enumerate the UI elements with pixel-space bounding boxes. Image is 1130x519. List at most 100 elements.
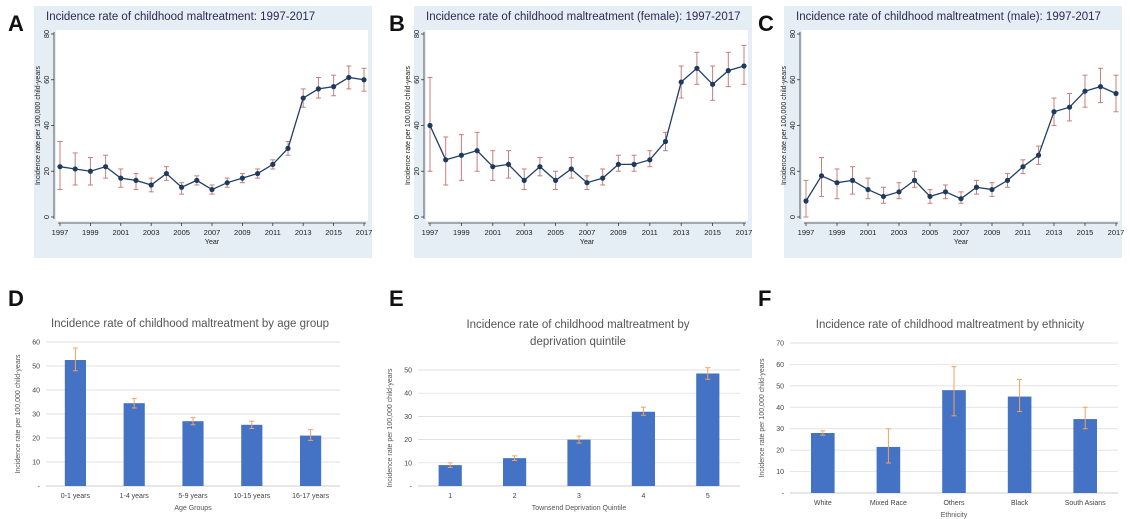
- data-point: [270, 161, 276, 167]
- x-tick-label: 1: [448, 493, 452, 500]
- x-tick-label: 2015: [1077, 228, 1094, 237]
- bar: [876, 446, 901, 493]
- y-tick-label: 0: [412, 215, 421, 219]
- line-chart-a: Incidence rate of childhood maltreatment…: [34, 6, 372, 258]
- x-tick-label: 2005: [922, 228, 939, 237]
- bar: [631, 411, 655, 486]
- y-tick-label: 30: [776, 426, 784, 433]
- x-tick-label: 2015: [325, 228, 342, 237]
- y-axis-label: Incidence rate per 100,000 child-years: [405, 65, 412, 185]
- data-point: [989, 186, 995, 193]
- data-point: [553, 177, 559, 183]
- y-tick-label: -: [38, 484, 41, 491]
- x-tick-label: 2015: [704, 228, 721, 237]
- y-tick-label: 0: [42, 215, 51, 219]
- bar: [503, 458, 527, 486]
- x-tick-label: 10-15 years: [233, 493, 270, 500]
- y-tick-label: -: [410, 484, 413, 491]
- y-tick-label: 10: [776, 469, 784, 476]
- y-tick-label: 20: [42, 167, 51, 175]
- y-tick-label: 20: [404, 437, 412, 444]
- y-tick-label: 30: [32, 412, 40, 419]
- data-point: [647, 157, 653, 163]
- chart-title-e-line-2: deprivation quintile: [530, 336, 626, 348]
- data-point: [865, 186, 871, 193]
- y-tick-label: 80: [412, 30, 421, 38]
- bar-chart-d: Incidence rate of childhood maltreatment…: [15, 318, 340, 512]
- x-tick-label: 2: [513, 493, 517, 500]
- data-point: [194, 177, 200, 183]
- x-tick-label: 2017: [356, 228, 373, 237]
- y-tick-label: 20: [412, 167, 421, 175]
- chart-title-e-line-1: Incidence rate of childhood maltreatment…: [466, 319, 689, 331]
- x-tick-label: 1-4 years: [120, 493, 150, 500]
- x-tick-label: 2011: [642, 228, 658, 237]
- panel-letter-c: C: [758, 11, 774, 36]
- x-tick-label: 2007: [953, 228, 970, 237]
- data-point: [911, 177, 918, 183]
- bar: [1073, 419, 1098, 493]
- data-point: [834, 180, 840, 186]
- x-axis-label: Year: [205, 239, 220, 246]
- data-point: [72, 166, 78, 172]
- x-tick-label: 2007: [579, 228, 596, 237]
- data-point: [179, 184, 185, 190]
- data-point: [694, 65, 700, 71]
- data-point: [568, 166, 574, 172]
- x-tick-label: 1999: [829, 228, 846, 237]
- data-point: [615, 161, 622, 167]
- bar: [1007, 396, 1032, 493]
- data-point: [818, 173, 825, 179]
- data-point: [710, 81, 716, 87]
- panel-letter-e: E: [389, 286, 404, 311]
- y-tick-label: 50: [776, 383, 784, 390]
- x-axis-label: Year: [954, 239, 969, 246]
- y-axis-label: Incidence rate per 100,000 child-years: [387, 368, 394, 488]
- y-tick-label: 40: [42, 121, 51, 129]
- data-point: [1066, 104, 1073, 110]
- x-tick-label: 2001: [112, 228, 129, 237]
- data-point: [741, 63, 747, 69]
- data-point: [148, 182, 154, 188]
- y-tick-label: 40: [412, 121, 421, 129]
- data-point: [255, 170, 261, 177]
- x-tick-label: 2001: [860, 228, 877, 237]
- x-tick-label: Black: [1011, 500, 1029, 507]
- data-point: [942, 189, 949, 195]
- x-tick-label: 2013: [1046, 228, 1063, 237]
- y-tick-label: 10: [32, 460, 40, 467]
- y-tick-label: 60: [412, 76, 421, 84]
- data-point: [725, 68, 731, 74]
- y-tick-label: 60: [32, 340, 40, 347]
- y-tick-label: 50: [32, 364, 40, 371]
- data-point: [458, 152, 464, 158]
- x-tick-label: 1999: [82, 228, 99, 237]
- y-axis-label: Incidence rate per 100,000 child-years: [15, 354, 22, 474]
- data-point: [474, 148, 480, 154]
- data-point: [103, 164, 109, 170]
- x-tick-label: 2009: [984, 228, 1001, 237]
- x-tick-label: 1999: [453, 228, 470, 237]
- data-point: [239, 175, 245, 181]
- charts-layer: Incidence rate of childhood maltreatment…: [15, 6, 1124, 519]
- data-point: [678, 79, 684, 85]
- data-point: [1097, 84, 1104, 90]
- x-axis-label: Ethnicity: [941, 512, 968, 519]
- x-tick-label: 2017: [736, 228, 753, 237]
- x-tick-label: Mixed Race: [870, 500, 907, 507]
- y-tick-label: 60: [42, 76, 51, 84]
- data-point: [427, 122, 433, 129]
- x-tick-label: 2011: [265, 228, 281, 237]
- plot-area-c: [802, 30, 1120, 221]
- x-axis-label: Year: [580, 239, 595, 246]
- y-tick-label: 70: [776, 341, 784, 348]
- y-tick-label: 60: [776, 362, 784, 369]
- x-tick-label: 3: [577, 493, 581, 500]
- data-point: [209, 186, 215, 193]
- x-tick-label: 2003: [143, 228, 160, 237]
- x-tick-label: 16-17 years: [292, 493, 329, 500]
- x-tick-label: 2003: [891, 228, 908, 237]
- y-tick-label: 20: [788, 167, 797, 175]
- bar-chart-e: Incidence rate of childhood maltreatment…: [387, 319, 740, 512]
